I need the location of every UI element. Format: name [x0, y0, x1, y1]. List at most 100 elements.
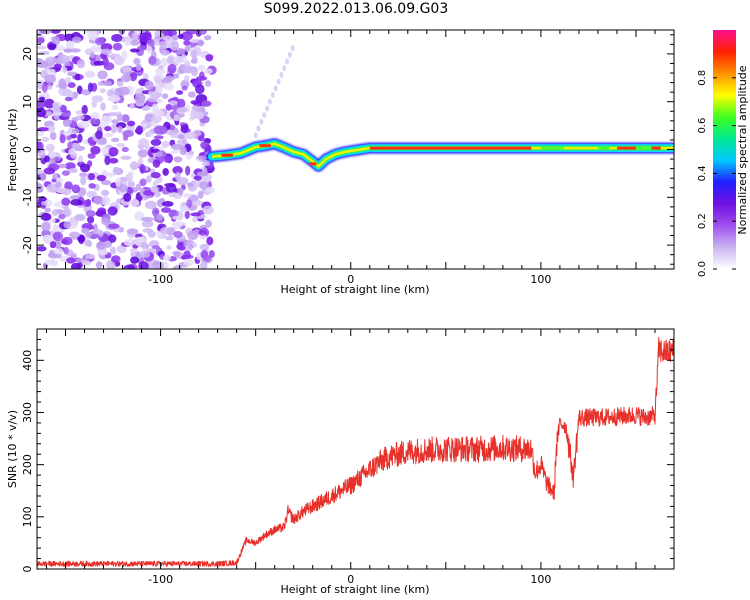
heatmap-noise-cell [109, 246, 116, 255]
heatmap-noise-cell [154, 82, 160, 88]
colorbar: 0.0 0.2 0.4 0.6 0.8 Normalized spectral ampl… [697, 30, 749, 277]
heatmap-noise-cell [54, 45, 66, 51]
heatmap-noise-cell [163, 182, 176, 188]
heatmap-noise-cell [46, 84, 53, 90]
heatmap-noise-cell [199, 181, 209, 190]
heatmap-noise-cell [142, 72, 149, 80]
heatmap-noise-cell [81, 260, 92, 266]
snr-x-axis-label: Height of straight line (km) [280, 583, 429, 596]
heatmap-noise-cell [68, 91, 74, 97]
heatmap-noise-cell [75, 115, 85, 120]
heatmap-noise-cell [108, 95, 121, 103]
heatmap-noise-cell [118, 184, 129, 192]
heatmap-noise-cell [150, 172, 161, 179]
heatmap-noise-cell [52, 224, 58, 231]
heatmap-noise-cell [90, 44, 102, 53]
heatmap-noise-cell [126, 124, 135, 132]
y-tick-label: 400 [21, 350, 34, 371]
heatmap-noise-cell [123, 264, 135, 269]
heatmap-noise-cell [167, 64, 177, 74]
heatmap-noise-cell [181, 31, 193, 41]
heatmap-noise-cell [117, 86, 130, 96]
heatmap-noise-cell [155, 151, 163, 158]
heatmap-noise-cell [178, 33, 184, 39]
heatmap-noise-cell [95, 261, 103, 269]
heatmap-noise-cell [170, 143, 183, 150]
figure-title: S099.2022.013.06.09.G03 [263, 1, 449, 17]
heatmap-noise-cell [110, 53, 121, 58]
heatmap-noise-cell [110, 255, 121, 263]
heatmap-noise-cell [184, 210, 190, 220]
heatmap-noise-cell [279, 71, 284, 78]
heatmap-noise-cell [131, 32, 139, 43]
heatmap-noise-cell [68, 167, 78, 173]
heatmap-noise-cell [197, 64, 206, 71]
heatmap-noise-cell [44, 207, 51, 213]
heatmap-noise-cell [101, 146, 109, 156]
heatmap-noise-cell [262, 112, 267, 119]
heatmap-noise-cell [174, 221, 187, 226]
heatmap-noise-cell [77, 234, 86, 243]
heatmap-noise-cell [97, 207, 107, 215]
heatmap-noise-cell [202, 161, 211, 167]
heatmap-noise-cell [112, 166, 121, 175]
heatmap-noise-cell [59, 133, 66, 144]
x-tick-label: -100 [148, 273, 173, 286]
y-tick-label: -10 [21, 188, 34, 206]
heatmap-noise-cell [67, 82, 76, 88]
heatmap-noise-cell [45, 143, 55, 152]
heatmap-noise-cell [172, 34, 180, 40]
heatmap-noise-cell [62, 119, 73, 125]
y-tick-label: 0 [21, 566, 34, 573]
heatmap-noise-cell [102, 80, 112, 86]
heatmap-noise-cell [55, 181, 62, 188]
heatmap-noise-cell [70, 48, 81, 53]
colorbar-ticks: 0.0 0.2 0.4 0.6 0.8 [697, 70, 736, 277]
snr-series-line [37, 336, 674, 567]
heatmap-noise-cell [53, 102, 59, 112]
heatmap-noise-cell [184, 75, 190, 82]
heatmap-noise-cell [51, 178, 57, 183]
heatmap-noise-cell [111, 137, 120, 143]
heatmap-noise-cell [44, 259, 56, 266]
snr-ticks: -100 0 100 0 100 200 300 400 [21, 328, 675, 586]
heatmap-noise-cell [199, 243, 210, 251]
heatmap-noise-cell [71, 143, 80, 149]
heatmap-noise-cell [85, 30, 98, 35]
heatmap-noise-cell [190, 49, 197, 58]
heatmap-noise-cell [177, 187, 184, 196]
x-tick-label: 100 [530, 273, 551, 286]
heatmap-noise-cell [107, 112, 119, 117]
heatmap-noise-cell [171, 215, 182, 220]
heatmap-noise-cell [139, 187, 146, 197]
heatmap-noise-cell [107, 206, 118, 216]
heatmap-noise-cell [41, 221, 51, 232]
heatmap-noise-cell [187, 182, 194, 188]
heatmap-noise-cell [123, 193, 132, 202]
x-tick-label: 0 [347, 273, 354, 286]
heatmap-noise-cell [84, 239, 92, 246]
heatmap-noise-cell [69, 133, 78, 139]
heatmap-noise-cell [181, 85, 188, 91]
heatmap-noise-cell [206, 236, 214, 246]
heatmap-noise-cell [65, 40, 75, 50]
heatmap-noise-cell [173, 156, 183, 163]
heatmap-noise-cell [74, 213, 86, 222]
heatmap-noise-cell [122, 134, 129, 141]
heatmap-noise-cell [141, 105, 151, 111]
heatmap-noise-cell [195, 84, 205, 95]
heatmap-noise-cell [122, 65, 132, 73]
heatmap-noise-cell [76, 59, 86, 69]
heatmap-noise-cell [108, 157, 119, 164]
heatmap-noise-cell [200, 260, 208, 269]
snr-panel: -100 0 100 0 100 200 300 400 Height of straight… [6, 328, 675, 596]
heatmap-noise-cell [145, 175, 152, 183]
heatmap-noise-cell [90, 118, 97, 125]
heatmap-noise-cell [197, 135, 205, 142]
heatmap-noise-cell [66, 257, 76, 264]
heatmap-noise-cell [176, 106, 188, 113]
heatmap-noise-cell [115, 198, 123, 204]
heatmap-noise-cell [208, 250, 215, 258]
heatmap-noise-cell [104, 133, 114, 138]
